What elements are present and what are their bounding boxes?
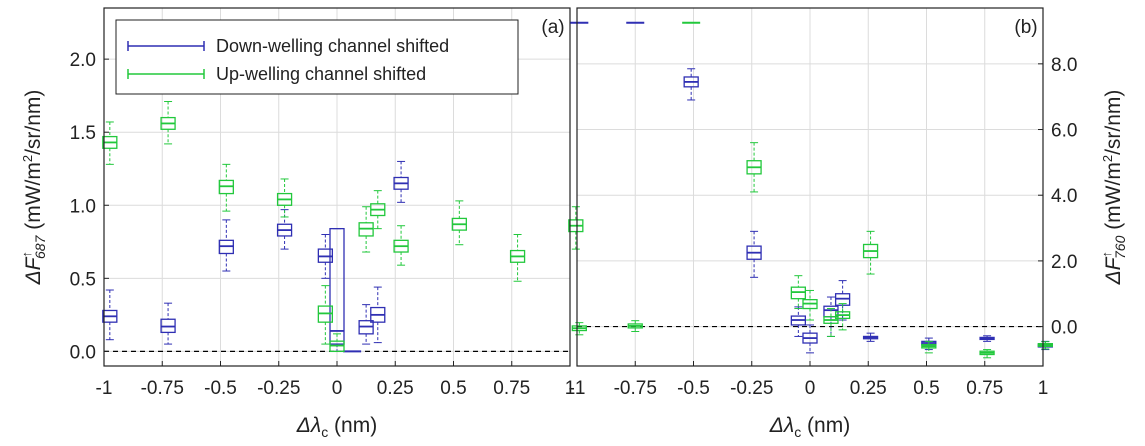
x-tick-label: 0 — [332, 378, 343, 399]
panel-a-y-ticks: 0.0 0.5 1.0 1.5 2.0 — [70, 50, 109, 363]
down-box — [802, 324, 818, 354]
panel-b-y-ticks: 0.0 2.0 4.0 6.0 8.0 — [1038, 55, 1077, 339]
box-body — [329, 227, 345, 345]
x-tick-label: 1 — [1038, 378, 1049, 399]
x-tick-label: -1 — [569, 378, 586, 399]
up-box — [509, 233, 526, 282]
up-box — [746, 142, 762, 193]
x-tick-label: 0.5 — [913, 378, 939, 399]
panel-b-boxes — [570, 21, 1053, 359]
down-box — [358, 304, 374, 345]
y-tick-label: 8.0 — [1051, 55, 1077, 76]
down-box — [218, 219, 234, 272]
up-box — [834, 303, 851, 331]
down-box — [370, 286, 386, 344]
panel-a-x-axis-label: Δλc (nm) — [296, 414, 377, 440]
down-box — [979, 335, 995, 342]
up-box — [276, 178, 293, 218]
up-box — [451, 200, 467, 246]
up-box — [317, 285, 334, 345]
down-box — [102, 289, 118, 341]
panel-b-x-axis-label: Δλc (nm) — [769, 414, 850, 440]
up-box — [393, 225, 409, 266]
x-tick-label: -1 — [96, 378, 113, 399]
up-box — [823, 308, 839, 337]
x-tick-label: -0.25 — [257, 378, 300, 399]
panel-a-y-axis-label: ΔF↑687 (mW/m2/sr/nm) — [19, 90, 48, 286]
x-tick-label: -0.5 — [677, 378, 710, 399]
y-tick-label: 6.0 — [1051, 121, 1077, 142]
y-tick-label: 0.5 — [70, 269, 96, 290]
up-box — [802, 289, 818, 321]
x-tick-label: 0.5 — [440, 378, 466, 399]
y-tick-label: 1.0 — [70, 196, 96, 217]
down-box — [160, 302, 176, 345]
x-tick-label: 1 — [565, 378, 576, 399]
panel-b-label: (b) — [1014, 17, 1037, 38]
x-tick-label: -0.75 — [614, 378, 657, 399]
x-tick-label: -0.25 — [730, 378, 773, 399]
legend: Down-welling channel shifted Up-welling … — [115, 19, 519, 95]
panel-a-label: (a) — [541, 17, 564, 38]
up-box — [102, 121, 118, 165]
panel-b-y-axis-label: ΔF↑760 (mW/m2/sr/nm) — [1099, 90, 1128, 286]
x-tick-label: 0 — [805, 378, 816, 399]
down-box — [862, 332, 879, 342]
panel-a-x-ticks: -1 -0.75 -0.5 -0.25 0 0.25 0.5 0.75 1 — [96, 361, 576, 399]
x-tick-label: 0.75 — [966, 378, 1003, 399]
y-tick-label: 1.5 — [70, 123, 96, 144]
panel-b-x-ticks: -1 -0.75 -0.5 -0.25 0 0.25 0.5 0.75 1 — [569, 361, 1049, 399]
up-box — [329, 333, 345, 353]
down-box — [683, 68, 699, 101]
y-tick-label: 0.0 — [70, 342, 96, 363]
y-tick-label: 0.0 — [1051, 318, 1077, 339]
y-tick-label: 4.0 — [1051, 186, 1077, 207]
up-box — [627, 320, 643, 333]
up-box — [358, 206, 374, 253]
up-box — [862, 230, 879, 275]
x-tick-label: -0.5 — [204, 378, 237, 399]
up-box — [568, 206, 584, 250]
legend-down-label: Down-welling channel shifted — [216, 36, 449, 56]
up-box — [979, 349, 995, 359]
y-tick-label: 2.0 — [1051, 252, 1077, 273]
legend-up-label: Up-welling channel shifted — [216, 64, 426, 84]
panel-a: -1 -0.75 -0.5 -0.25 0 0.25 0.5 0.75 1 0.0 0.5 1.0 1… — [19, 7, 584, 440]
down-box — [746, 230, 762, 278]
x-tick-label: -0.75 — [141, 378, 184, 399]
up-box — [790, 275, 806, 310]
x-tick-label: 0.25 — [377, 378, 414, 399]
up-box — [921, 340, 937, 354]
up-box — [370, 190, 386, 230]
panel-b: -1 -0.75 -0.5 -0.25 0 0.25 0.5 0.75 1 0.0 2.0 4.0 6… — [569, 7, 1128, 440]
panel-a-boxes — [102, 101, 584, 353]
legend-box — [115, 19, 519, 95]
x-tick-label: 0.75 — [493, 378, 530, 399]
x-tick-label: 0.25 — [850, 378, 887, 399]
up-box — [160, 101, 176, 145]
down-box — [393, 160, 409, 203]
up-box — [218, 163, 234, 212]
y-tick-label: 2.0 — [70, 50, 96, 71]
